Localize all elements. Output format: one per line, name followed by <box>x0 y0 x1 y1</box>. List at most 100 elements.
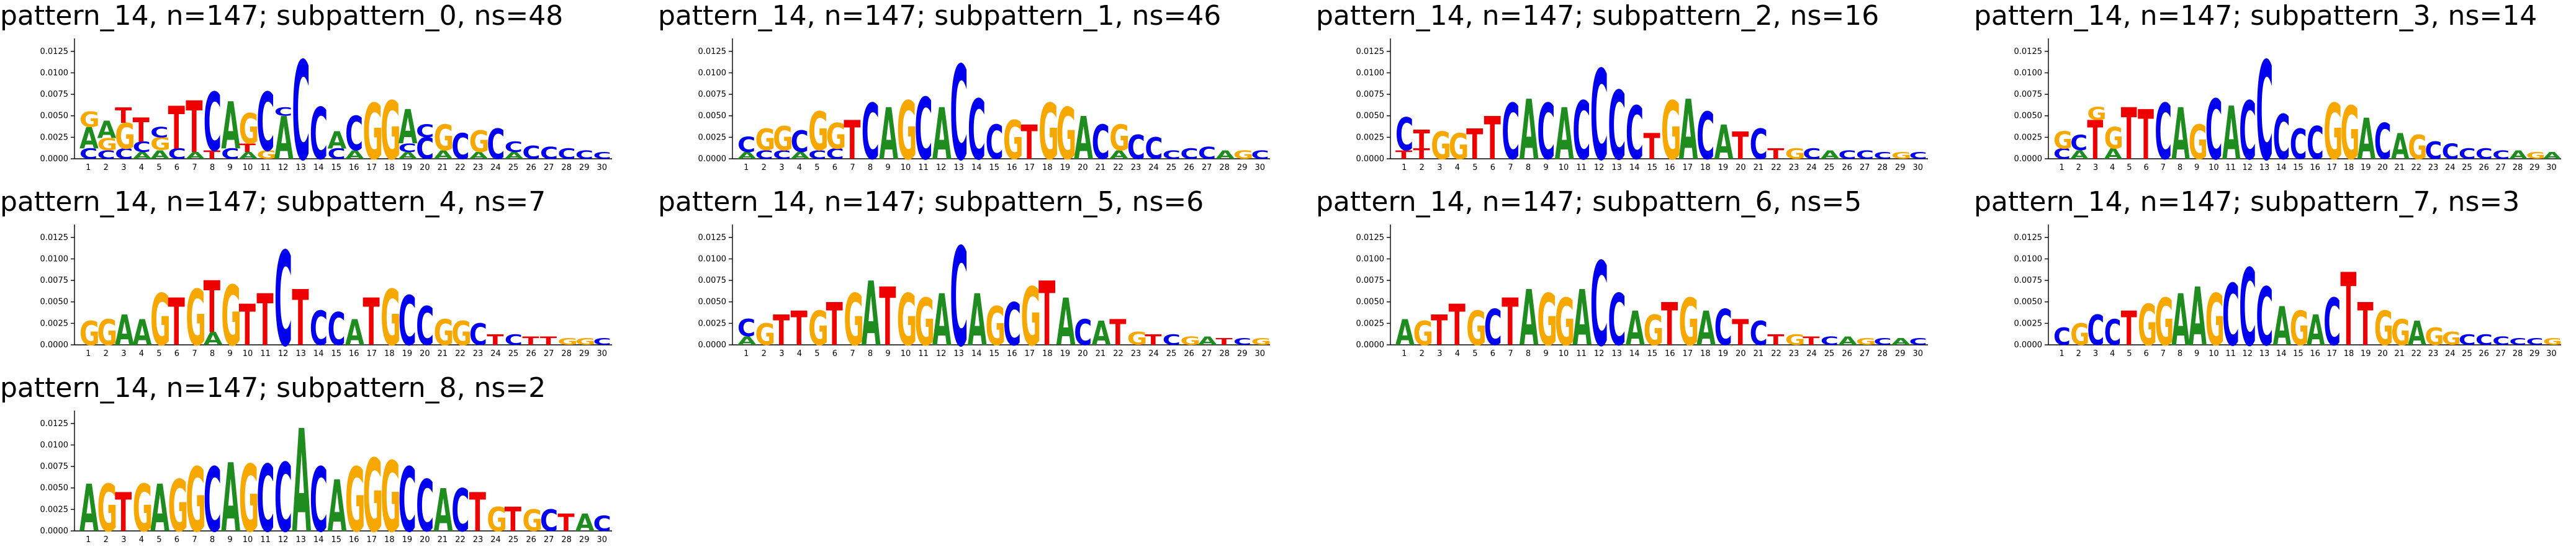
logo-letter-C: C <box>1909 336 1927 347</box>
x-tick-label: 23 <box>1131 163 1142 172</box>
logo-letter-C: C <box>1395 109 1413 161</box>
logo-letter-C: C <box>1198 144 1216 163</box>
y-tick-label: 0.0100 <box>698 68 727 78</box>
logo-letter-T: T <box>1413 146 1430 162</box>
x-tick-label: 17 <box>2327 163 2338 172</box>
x-tick-label: 6 <box>174 163 179 172</box>
logo-letter-G: G <box>1643 306 1664 355</box>
logo-letter-C: C <box>1590 45 1608 180</box>
x-tick-label: 13 <box>2259 349 2270 358</box>
x-tick-label: 17 <box>1025 349 1035 358</box>
logo-letter-T: T <box>2087 110 2103 171</box>
x-tick-label: 8 <box>210 163 215 172</box>
y-tick-label: 0.0125 <box>698 233 727 243</box>
logo-letter-C: C <box>1484 298 1502 357</box>
x-tick-label: 29 <box>1895 163 1906 172</box>
logo-letter-C: C <box>274 225 292 366</box>
x-tick-label: 6 <box>1490 349 1495 358</box>
x-tick-label: 3 <box>2093 349 2098 358</box>
logo-letter-G: G <box>115 115 135 157</box>
x-tick-label: 29 <box>2529 163 2540 172</box>
logo-letter-G: G <box>1251 336 1271 347</box>
logo-letter-T: T <box>1732 124 1749 168</box>
logo-letter-C: C <box>593 336 611 347</box>
x-tick-label: 8 <box>1526 163 1531 172</box>
logo-letter-C: C <box>1180 146 1198 162</box>
x-tick-label: 7 <box>1508 163 1513 172</box>
x-tick-label: 18 <box>1700 349 1711 358</box>
x-tick-label: 18 <box>384 163 395 172</box>
x-tick-label: 14 <box>313 535 324 545</box>
logo-letter-T: T <box>239 141 256 155</box>
x-tick-label: 10 <box>243 349 253 358</box>
logo-letter-C: C <box>1537 88 1555 177</box>
logo-letter-G: G <box>1785 332 1806 349</box>
y-tick-label: 0.0100 <box>40 254 69 264</box>
x-tick-label: 25 <box>1166 349 1177 358</box>
x-tick-label: 22 <box>1113 349 1124 358</box>
x-tick-label: 21 <box>438 163 448 172</box>
x-tick-label: 21 <box>1096 349 1106 358</box>
y-tick-label: 0.0050 <box>1356 298 1385 307</box>
logo-letter-C: C <box>862 88 880 177</box>
x-tick-label: 21 <box>438 349 448 358</box>
x-tick-label: 15 <box>2293 163 2304 172</box>
y-tick-label: 0.0000 <box>40 527 69 536</box>
logo-letter-T: T <box>1661 291 1678 360</box>
logo-letter-G: G <box>168 466 189 548</box>
logo-letter-C: C <box>575 148 593 162</box>
logo-letter-C: C <box>327 146 345 162</box>
logo-letter-A: A <box>575 510 595 537</box>
logo-letter-C: C <box>505 332 523 349</box>
logo-letter-C: C <box>1856 148 1874 162</box>
x-tick-label: 9 <box>2194 349 2199 358</box>
logo-letter-T: T <box>1215 336 1233 347</box>
logo-letter-C: C <box>416 296 434 358</box>
x-tick-label: 7 <box>850 163 855 172</box>
logo-letter-A: A <box>1696 302 1716 357</box>
x-tick-label: 8 <box>210 535 215 545</box>
x-tick-label: 17 <box>1683 349 1693 358</box>
logo-letter-T: T <box>1466 120 1484 169</box>
y-tick-label: 0.0025 <box>40 505 69 514</box>
logo-letter-A: A <box>399 100 418 155</box>
x-tick-label: 3 <box>2093 163 2098 172</box>
x-tick-label: 10 <box>901 349 911 358</box>
x-tick-label: 5 <box>156 163 161 172</box>
x-tick-label: 12 <box>278 163 289 172</box>
x-tick-label: 10 <box>2209 349 2219 358</box>
x-tick-label: 17 <box>367 163 377 172</box>
x-tick-label: 21 <box>1096 163 1106 172</box>
logo-letter-G: G <box>363 88 384 177</box>
logo-letter-C: C <box>1163 332 1181 349</box>
logo-letter-G: G <box>2391 313 2410 354</box>
logo-letter-C: C <box>416 132 434 166</box>
logo-letter-A: A <box>932 280 952 362</box>
x-tick-label: 10 <box>243 163 253 172</box>
x-tick-label: 6 <box>174 535 179 545</box>
logo-letter-C: C <box>2053 323 2071 350</box>
y-tick-label: 0.0050 <box>2014 112 2043 121</box>
x-tick-label: 8 <box>2177 163 2182 172</box>
x-tick-label: 23 <box>1789 349 1799 358</box>
x-tick-label: 19 <box>2361 163 2371 172</box>
x-tick-label: 16 <box>1007 349 1017 358</box>
logo-letter-A: A <box>1821 148 1840 162</box>
logo-letter-C: C <box>2290 121 2307 169</box>
logo-letter-G: G <box>97 471 118 547</box>
x-tick-label: 21 <box>1754 349 1764 358</box>
logo-letter-G: G <box>1127 329 1148 350</box>
logo-letter-G: G <box>1449 126 1469 167</box>
logo-letter-A: A <box>327 466 346 548</box>
x-tick-label: 27 <box>2496 349 2506 358</box>
x-tick-label: 24 <box>490 535 501 545</box>
logo-letter-G: G <box>522 504 543 538</box>
logo-letter-G: G <box>897 280 917 362</box>
x-tick-label: 29 <box>2529 349 2540 358</box>
logo-panel-0: pattern_14, n=147; subpattern_0, ns=48 0… <box>0 0 658 180</box>
logo-letter-A: A <box>2509 148 2528 162</box>
logo-letter-A: A <box>1198 334 1217 348</box>
logo-letter-A: A <box>345 148 364 162</box>
x-tick-label: 19 <box>402 349 413 358</box>
y-tick-label: 0.0025 <box>40 319 69 328</box>
